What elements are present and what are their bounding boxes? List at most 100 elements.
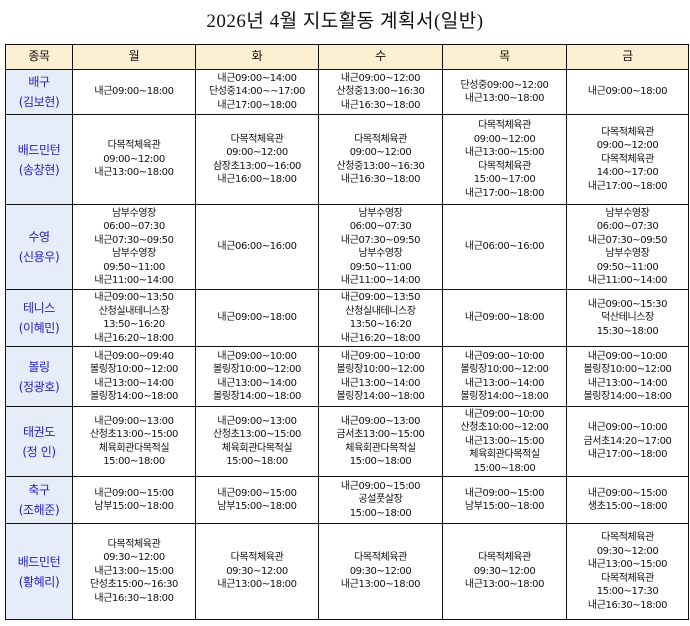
schedule-cell: 다목적체육관 09:00~12:00 삼장초13:00~16:00 내근16:00~1… [195,114,319,205]
header-friday: 금 [566,44,689,70]
sport-cell: 축구 (조해준) [5,476,73,524]
coach-name: (송창현) [18,162,60,177]
schedule-entry: 볼링장10:00~12:00 [89,364,179,375]
schedule-entry: 볼링장14:00~18:00 [89,391,179,402]
schedule-cell: 내근09:00~10:00 금서초14:20~17:00 내근17:00~18:00 [566,406,689,477]
schedule-entry: 내근09:00~15:00 [217,487,297,499]
schedule-entry: 볼링장10:00~12:00 [336,364,425,375]
schedule-cell: 내근09:00~13:50 산청실내테니스장 13:50~16:20 내근16:20~… [318,289,443,347]
schedule-entry: 내근06:00~16:00 [217,241,297,253]
schedule-entry: 15:00~17:30 [596,586,659,597]
header-row: 종목 월 화 수 목 금 [5,44,689,70]
table-row: 볼링 (정광호) 내근09:00~09:40 볼링장10:00~12:00 내근13:0… [5,346,689,407]
schedule-cell: 내근09:00~13:00 금서초13:00~15:00 체육회관다목적실 15:00… [318,406,443,477]
sport-name: 축구 [28,483,50,497]
schedule-entry: 09:30~12:00 [473,565,536,577]
schedule-entry: 다목적체육관 [601,126,654,138]
schedule-cell: 다목적체육관 09:00~12:00 내근13:00~18:00 [72,114,196,205]
schedule-entry: 내근13:00~14:00 [340,377,421,389]
schedule-cell: 내근09:00~15:00 남부15:00~18:00 [442,476,567,524]
schedule-entry: 내근13:00~14:00 [217,377,297,389]
schedule-entry: 남부수영장 [111,248,156,259]
schedule-entry: 내근09:00~12:00 [340,72,421,84]
schedule-entry: 내근06:00~16:00 [464,241,545,253]
schedule-entry: 내근13:00~15:00 [94,565,174,577]
schedule-entry: 내근13:00~18:00 [217,579,297,591]
schedule-entry: 다목적체육관 [601,572,654,584]
schedule-cell: 내근09:00~18:00 [195,289,319,347]
schedule-cell: 내근09:00~15:00 남부15:00~18:00 [72,476,196,524]
schedule-entry: 내근09:00~13:50 [94,292,174,303]
schedule-entry: 내근11:00~14:00 [587,275,668,286]
schedule-cell: 남부수영장 06:00~07:30 내근07:30~09:50 남부수영장 09:50~… [566,204,689,290]
schedule-entry: 다목적체육관 [478,160,531,172]
schedule-entry: 내근13:00~18:00 [464,93,545,104]
schedule-cell: 내근09:00~10:00 볼링장10:00~12:00 내근13:00~14:00… [442,346,567,407]
schedule-entry: 단성중14:00~~17:00 [209,86,305,98]
schedule-entry: 체육회관다목적실 [98,442,170,454]
header-tuesday: 화 [195,44,319,70]
schedule-entry: 내근07:30~09:50 [340,234,421,246]
schedule-cell: 내근09:00~13:00 산청초13:00~15:00 체육회관다목적실 15:00… [195,406,319,477]
schedule-cell: 다목적체육관 09:30~12:00 내근13:00~15:00 다목적체육관 15:0… [566,523,689,620]
schedule-entry: 내근16:30~18:00 [587,599,668,611]
page-title: 2026년 4월 지도활동 계획서(일반) [206,11,484,32]
schedule-cell: 내근09:00~15:00 남부15:00~18:00 [195,476,319,524]
schedule-entry: 남부15:00~18:00 [217,501,297,512]
schedule-entry: 남부수영장 [605,207,650,219]
table-row: 배구 (김보현) 내근09:00~18:00 내근09:00~14:00 단성중14:0… [5,69,689,115]
schedule-cell: 다목적체육관 09:30~12:00 내근13:00~18:00 [195,523,319,620]
schedule-entry: 15:00~18:00 [349,507,412,519]
sport-name: 배구 [28,75,50,89]
schedule-entry: 내근16:00~18:00 [217,174,297,185]
coach-name: (정 인) [22,444,56,459]
schedule-entry: 산청중13:00~16:30 [336,160,425,172]
schedule-entry: 볼링장14:00~18:00 [460,391,549,402]
schedule-entry: 15:00~18:00 [473,462,536,474]
schedule-cell: 내근09:00~12:00 산청중13:00~16:30 내근16:30~18:00 [318,69,443,115]
schedule-cell: 내근09:00~15:30 덕산테니스장 15:30~18:00 [566,289,689,347]
schedule-entry: 내근11:00~14:00 [340,275,421,286]
schedule-entry: 내근09:00~18:00 [217,312,297,324]
schedule-cell: 내근09:00~18:00 [566,69,689,115]
schedule-entry: 13:50~16:20 [103,319,165,330]
schedule-entry: 내근09:00~10:00 [340,350,421,362]
schedule-entry: 내근13:00~14:00 [94,377,174,389]
schedule-entry: 공설풋살장 [358,494,403,506]
schedule-entry: 09:00~12:00 [349,147,412,158]
schedule-entry: 내근09:00~10:00 [587,350,668,362]
schedule-entry: 볼링장14:00~18:00 [336,391,425,402]
schedule-entry: 내근09:00~15:00 [464,487,545,499]
schedule-entry: 다목적체육관 [601,532,654,543]
schedule-entry: 내근07:30~09:50 [94,234,174,246]
schedule-entry: 남부15:00~18:00 [94,501,174,512]
schedule-entry: 15:00~18:00 [226,456,288,467]
schedule-entry: 내근09:00~10:00 [217,350,297,362]
schedule-entry: 내근09:00~10:00 [464,350,545,362]
schedule-entry: 15:30~18:00 [596,325,659,337]
schedule-cell: 내근09:00~15:00 생초15:00~18:00 [566,476,689,524]
schedule-cell: 다목적체육관 09:00~12:00 내근13:00~15:00 다목적체육관 15:0… [442,114,567,205]
schedule-entry: 삼장초13:00~16:00 [212,160,302,172]
schedule-entry: 다목적체육관 [478,120,531,131]
schedule-entry: 볼링장10:00~12:00 [212,364,302,375]
schedule-entry: 내근13:00~15:00 [587,559,668,570]
schedule-cell: 다목적체육관 09:30~12:00 내근13:00~18:00 [442,523,567,620]
table-row: 축구 (조해준) 내근09:00~15:00 남부15:00~18:00 내근09:00… [5,476,689,524]
schedule-entry: 내근13:00~14:00 [464,377,545,389]
schedule-entry: 남부수영장 [111,207,156,219]
table-row: 배드민턴 (송창현) 다목적체육관 09:00~12:00 내근13:00~18:00 다… [5,114,689,205]
schedule-cell: 내근09:00~15:00 공설풋살장 15:00~18:00 [318,476,443,524]
schedule-cell: 내근09:00~10:00 볼링장10:00~12:00 내근13:00~14:00… [566,346,689,407]
coach-name: (조해준) [18,503,60,517]
schedule-cell: 남부수영장 06:00~07:30 내근07:30~09:50 남부수영장 09:50~… [318,204,443,290]
schedule-entry: 볼링장14:00~18:00 [212,391,302,402]
schedule-cell: 내근06:00~16:00 [442,204,567,290]
schedule-entry: 06:00~07:30 [596,221,659,232]
schedule-entry: 내근17:00~18:00 [587,180,668,192]
schedule-cell: 내근09:00~09:40 볼링장10:00~12:00 내근13:00~14:00… [72,346,196,407]
schedule-entry: 금서초13:00~15:00 [336,429,425,440]
schedule-entry: 다목적체육관 [230,552,284,564]
table-row: 수영 (신용우) 남부수영장 06:00~07:30 내근07:30~09:50 남부수영… [5,204,689,290]
schedule-entry: 내근13:00~14:00 [587,377,668,389]
